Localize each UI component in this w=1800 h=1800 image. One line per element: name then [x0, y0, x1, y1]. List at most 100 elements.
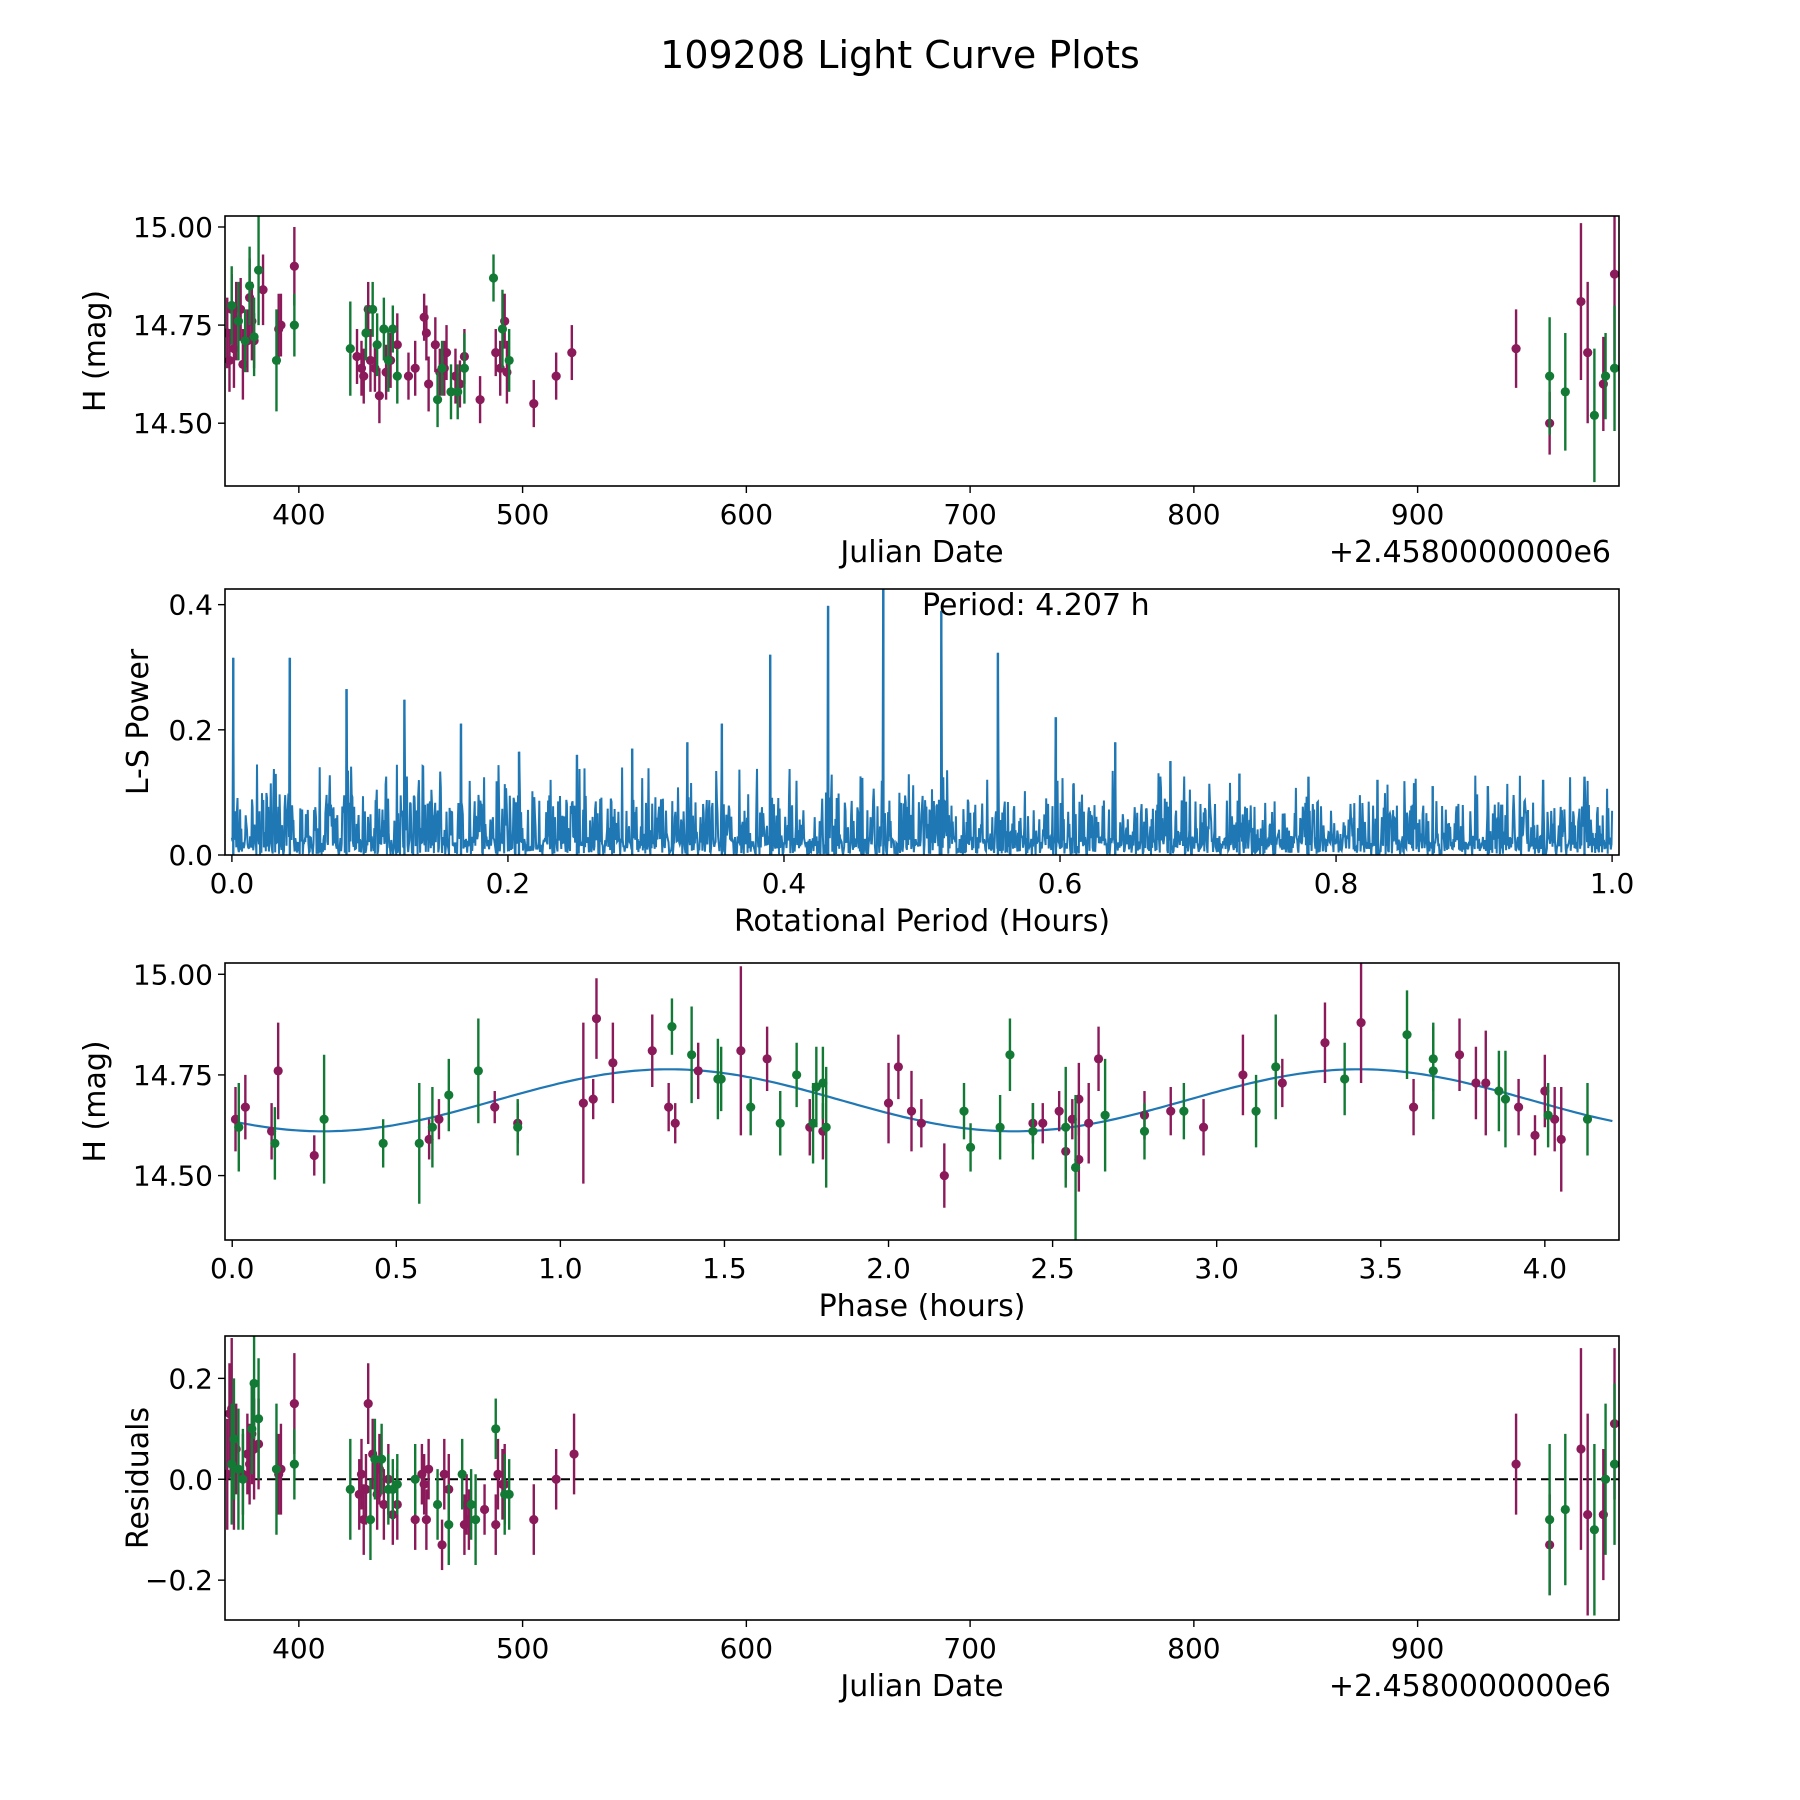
data-point — [270, 1138, 280, 1148]
data-point — [392, 371, 402, 381]
data-point — [374, 391, 384, 401]
data-point — [504, 355, 514, 366]
data-point — [437, 1540, 447, 1550]
data-point — [491, 1424, 501, 1434]
residuals-marks — [225, 1336, 1619, 1616]
periodogram-marks — [230, 589, 1614, 855]
data-point — [383, 355, 393, 366]
data-point — [1271, 1062, 1281, 1072]
lightcurve-xlabel: Julian Date — [838, 535, 1003, 570]
x-tick-label: 400 — [272, 1632, 325, 1665]
data-point — [424, 379, 434, 389]
phased-marks — [230, 963, 1613, 1240]
data-point — [289, 1459, 299, 1469]
x-tick-label: 2.0 — [866, 1252, 911, 1285]
data-point — [1589, 1525, 1599, 1535]
data-point — [1576, 1444, 1586, 1454]
periodogram-line — [230, 589, 1614, 855]
x-tick-label: 2.5 — [1030, 1252, 1075, 1285]
data-point — [1093, 1054, 1104, 1064]
data-point — [410, 363, 420, 373]
data-point — [273, 1066, 283, 1076]
y-tick-label: 0.4 — [168, 589, 213, 622]
x-tick-label: 800 — [1167, 1632, 1220, 1665]
x-tick-label: 600 — [720, 1632, 773, 1665]
data-point — [1454, 1050, 1465, 1060]
lightcurve-x-offset: +2.4580000000e6 — [1329, 535, 1611, 570]
data-point — [1576, 296, 1586, 307]
residuals-ticks: 400 500 600 700 800 900 −0.2 0.0 0.2 — [145, 1362, 1444, 1665]
data-point — [276, 320, 286, 330]
data-point — [1408, 1102, 1419, 1112]
data-point — [234, 1122, 244, 1132]
data-point — [225, 1469, 232, 1479]
data-point — [253, 1414, 264, 1424]
y-tick-label: 14.50 — [133, 407, 213, 440]
lightcurve-axes-frame — [224, 215, 1620, 487]
periodogram-ylabel: L-S Power — [121, 648, 156, 795]
x-tick-label: 1.5 — [702, 1252, 747, 1285]
data-point — [1061, 1122, 1071, 1132]
x-tick-label: 0.4 — [762, 867, 807, 900]
data-point — [1428, 1054, 1438, 1064]
data-point — [439, 1469, 449, 1479]
data-point — [513, 1122, 523, 1132]
data-point — [446, 387, 456, 397]
data-point — [1600, 1474, 1611, 1484]
data-point — [403, 371, 414, 381]
x-tick-label: 0.5 — [374, 1252, 419, 1285]
data-point — [479, 1504, 490, 1515]
data-point — [372, 340, 382, 350]
data-point — [225, 355, 235, 366]
data-point — [271, 1464, 282, 1474]
lightcurve-panel: 400 500 600 700 800 900 14.50 14.75 15.00 Julian… — [78, 211, 1620, 570]
data-point — [578, 1098, 588, 1108]
data-point — [444, 1090, 454, 1100]
data-point — [1513, 1102, 1524, 1112]
residuals-x-offset: +2.4580000000e6 — [1329, 1669, 1611, 1704]
data-point — [1139, 1126, 1150, 1136]
data-point — [1500, 1094, 1511, 1104]
data-point — [551, 371, 561, 381]
data-point — [939, 1170, 949, 1181]
data-point — [488, 273, 499, 283]
x-tick-label: 0.2 — [486, 867, 531, 900]
data-point — [473, 1066, 483, 1076]
data-point — [388, 324, 398, 334]
data-point — [432, 1499, 443, 1510]
y-tick-label: 14.50 — [133, 1160, 213, 1193]
data-point — [345, 1484, 355, 1494]
data-point — [792, 1070, 802, 1080]
data-point — [240, 1102, 250, 1112]
data-point — [1530, 1130, 1540, 1140]
data-point — [227, 300, 237, 311]
data-point — [309, 1150, 319, 1161]
y-tick-label: 0.2 — [168, 714, 213, 747]
data-point — [1198, 1122, 1209, 1132]
y-tick-label: 14.75 — [133, 1059, 213, 1092]
data-point — [319, 1114, 329, 1124]
data-point — [1028, 1126, 1038, 1136]
data-point — [453, 387, 463, 397]
data-point — [1609, 269, 1619, 279]
x-tick-label: 0.0 — [210, 867, 255, 900]
data-point — [424, 1464, 434, 1474]
data-point — [716, 1074, 726, 1084]
periodogram-axes-frame — [224, 588, 1620, 856]
data-point — [591, 1013, 602, 1024]
data-point — [1340, 1074, 1350, 1084]
data-point — [1560, 387, 1570, 397]
data-point — [775, 1118, 785, 1128]
data-point — [370, 1454, 380, 1464]
data-point — [1100, 1110, 1110, 1120]
y-tick-label: 0.2 — [168, 1362, 213, 1395]
x-tick-label: 500 — [496, 1632, 549, 1665]
data-point — [352, 351, 362, 362]
lightcurve-ticks: 400 500 600 700 800 900 14.50 14.75 15.00 — [133, 211, 1445, 531]
data-point — [233, 316, 244, 326]
data-point — [1583, 347, 1593, 358]
x-tick-label: 3.5 — [1358, 1252, 1403, 1285]
data-point — [1238, 1070, 1248, 1080]
data-point — [529, 1515, 539, 1525]
data-point — [529, 398, 539, 409]
